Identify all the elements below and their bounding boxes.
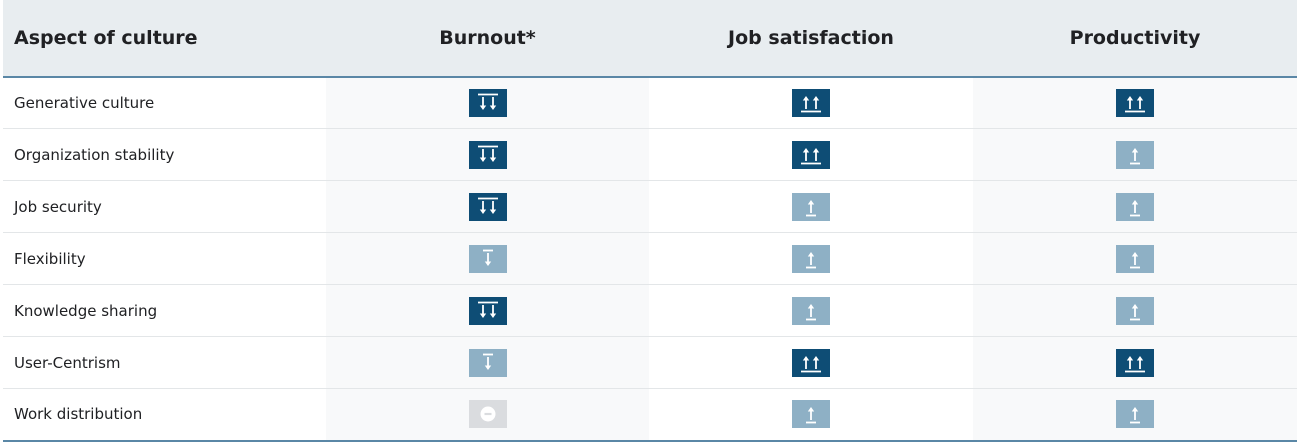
table-row: Work distribution	[3, 388, 1297, 442]
burnout-cell	[326, 232, 649, 285]
job-satisfaction-cell	[649, 388, 973, 442]
job-satisfaction-cell	[649, 76, 973, 129]
double-up-arrow-icon	[1116, 348, 1154, 377]
table-body: Generative culture Organization stability…	[3, 76, 1297, 442]
productivity-cell	[973, 76, 1297, 129]
up-arrow-icon	[792, 192, 830, 221]
double-up-arrow-icon	[792, 140, 830, 169]
header-productivity: Productivity	[973, 0, 1297, 78]
double-down-arrow-icon	[468, 192, 507, 221]
up-arrow-icon	[1116, 296, 1154, 325]
row-label: Organization stability	[3, 128, 326, 181]
minus-circle-icon	[468, 400, 507, 429]
up-arrow-icon	[792, 244, 830, 273]
productivity-cell	[973, 232, 1297, 285]
double-down-arrow-icon	[468, 140, 507, 169]
down-arrow-icon	[468, 244, 507, 273]
down-arrow-icon	[468, 348, 507, 377]
header-aspect-of-culture: Aspect of culture	[3, 0, 326, 78]
row-label: Job security	[3, 180, 326, 233]
header-burnout: Burnout*	[326, 0, 649, 78]
culture-effects-table: Aspect of culture Burnout* Job satisfact…	[3, 0, 1297, 442]
table-row: Job security	[3, 180, 1297, 233]
table-row: Generative culture	[3, 76, 1297, 129]
job-satisfaction-cell	[649, 284, 973, 337]
job-satisfaction-cell	[649, 128, 973, 181]
double-up-arrow-icon	[792, 88, 830, 117]
productivity-cell	[973, 336, 1297, 389]
row-label: Flexibility	[3, 232, 326, 285]
double-up-arrow-icon	[792, 348, 830, 377]
job-satisfaction-cell	[649, 180, 973, 233]
double-up-arrow-icon	[1116, 88, 1154, 117]
double-down-arrow-icon	[468, 296, 507, 325]
burnout-cell	[326, 180, 649, 233]
productivity-cell	[973, 128, 1297, 181]
table-row: Knowledge sharing	[3, 284, 1297, 337]
row-label: Knowledge sharing	[3, 284, 326, 337]
productivity-cell	[973, 180, 1297, 233]
up-arrow-icon	[792, 400, 830, 429]
up-arrow-icon	[1116, 192, 1154, 221]
table-row: Organization stability	[3, 128, 1297, 181]
culture-effects-table-container: Aspect of culture Burnout* Job satisfact…	[3, 0, 1297, 442]
burnout-cell	[326, 128, 649, 181]
burnout-cell	[326, 76, 649, 129]
header-job-satisfaction: Job satisfaction	[649, 0, 973, 78]
productivity-cell	[973, 284, 1297, 337]
burnout-cell	[326, 336, 649, 389]
table-row: User-Centrism	[3, 336, 1297, 389]
burnout-cell	[326, 388, 649, 442]
double-down-arrow-icon	[468, 88, 507, 117]
burnout-cell	[326, 284, 649, 337]
row-label: Generative culture	[3, 76, 326, 129]
job-satisfaction-cell	[649, 232, 973, 285]
table-row: Flexibility	[3, 232, 1297, 285]
row-label: Work distribution	[3, 388, 326, 442]
productivity-cell	[973, 388, 1297, 442]
job-satisfaction-cell	[649, 336, 973, 389]
up-arrow-icon	[792, 296, 830, 325]
up-arrow-icon	[1116, 400, 1154, 429]
row-label: User-Centrism	[3, 336, 326, 389]
header-row: Aspect of culture Burnout* Job satisfact…	[3, 0, 1297, 78]
up-arrow-icon	[1116, 244, 1154, 273]
up-arrow-icon	[1116, 140, 1154, 169]
table-header: Aspect of culture Burnout* Job satisfact…	[3, 0, 1297, 78]
